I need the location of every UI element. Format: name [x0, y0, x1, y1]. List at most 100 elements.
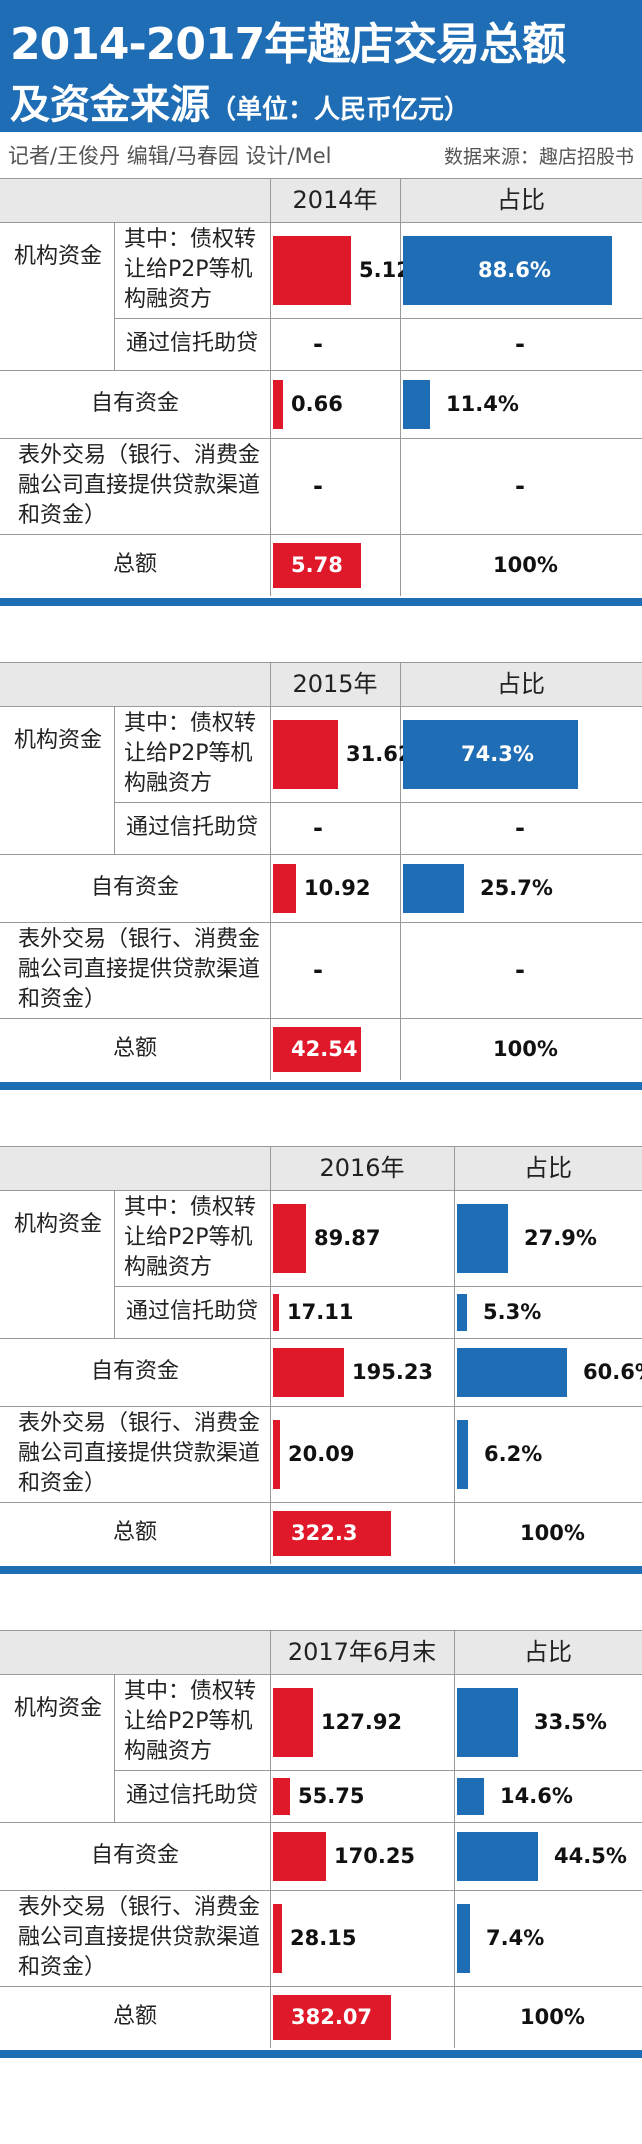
row-label: 其中：债权转让给P2P等机构融资方	[124, 227, 257, 312]
share-value: 6.2%	[484, 1442, 543, 1466]
page-subtitle: 及资金来源（单位：人民币亿元）	[10, 72, 470, 130]
credits: 记者/王俊丹 编辑/马春园 设计/Mel	[8, 144, 332, 168]
row-divider	[0, 854, 642, 855]
amount-value: 20.09	[288, 1442, 355, 1466]
amount-value: 322.3	[291, 1521, 358, 1545]
row-divider	[0, 370, 642, 371]
share-value: 27.9%	[524, 1226, 597, 1250]
amount-bar	[273, 1832, 326, 1881]
institutional-label: 机构资金	[14, 244, 103, 269]
amount-value: 382.07	[291, 2005, 373, 2029]
row-divider	[114, 1286, 642, 1287]
share-value: 5.3%	[483, 1300, 542, 1324]
share-bar	[457, 1294, 467, 1331]
amount-bar	[273, 1294, 279, 1331]
amount-value: 42.54	[291, 1037, 358, 1061]
share-value: 60.6%	[583, 1360, 642, 1384]
amount-bar	[273, 543, 361, 588]
row-label: 表外交易（银行、消费金融公司直接提供贷款渠道和资金）	[18, 1895, 261, 1980]
amount-value: 5.12	[359, 258, 411, 282]
unit-label: （单位：人民币亿元）	[210, 95, 471, 125]
share-value: 88.6%	[478, 258, 551, 282]
row-divider	[114, 318, 642, 319]
share-value: -	[515, 814, 525, 842]
share-value: 74.3%	[461, 742, 534, 766]
share-value: -	[515, 472, 525, 500]
row-label: 总额	[112, 2004, 157, 2030]
row-label: 自有资金	[90, 1359, 179, 1385]
amount-bar	[273, 380, 283, 429]
amount-value: 55.75	[298, 1784, 365, 1808]
share-bar	[457, 1204, 508, 1273]
period-header: 2015年	[292, 669, 378, 698]
amount-bar	[273, 720, 338, 789]
share-value: -	[515, 956, 525, 984]
amount-value: -	[313, 814, 323, 842]
share-value: 33.5%	[534, 1710, 607, 1734]
column-divider	[454, 1146, 455, 1564]
row-divider	[114, 1770, 642, 1771]
share-bar	[403, 236, 612, 305]
column-divider	[114, 706, 115, 854]
row-divider	[0, 1890, 642, 1891]
row-divider	[0, 1986, 642, 1987]
row-divider	[0, 1822, 642, 1823]
column-divider	[270, 1630, 271, 2048]
amount-value: -	[313, 956, 323, 984]
share-value: 100%	[493, 553, 558, 577]
share-header: 占比	[524, 1153, 572, 1182]
share-bar	[457, 1348, 567, 1397]
section-divider-band	[0, 1082, 642, 1090]
column-divider	[114, 222, 115, 370]
amount-value: 195.23	[352, 1360, 434, 1384]
row-divider	[0, 534, 642, 535]
amount-value: 170.25	[334, 1844, 416, 1868]
period-header: 2014年	[292, 185, 378, 214]
amount-value: 5.78	[291, 553, 343, 577]
header-row-bg	[0, 178, 642, 222]
share-bar	[457, 1688, 518, 1757]
column-divider	[114, 1190, 115, 1338]
header-row-bg	[0, 662, 642, 706]
row-divider	[0, 1406, 642, 1407]
row-label: 表外交易（银行、消费金融公司直接提供贷款渠道和资金）	[18, 1411, 261, 1496]
amount-value: -	[313, 472, 323, 500]
share-value: 14.6%	[500, 1784, 573, 1808]
row-divider	[0, 706, 642, 707]
amount-value: 0.66	[291, 392, 343, 416]
row-divider	[0, 1674, 642, 1675]
amount-value: 17.11	[287, 1300, 354, 1324]
row-label: 表外交易（银行、消费金融公司直接提供贷款渠道和资金）	[18, 927, 261, 1012]
amount-value: 28.15	[290, 1926, 357, 1950]
share-bar	[403, 720, 578, 789]
frame-line	[0, 1630, 642, 1631]
share-value: 11.4%	[446, 392, 519, 416]
share-header: 占比	[497, 185, 545, 214]
subtitle-text: 及资金来源	[10, 82, 210, 128]
row-label: 自有资金	[90, 1843, 179, 1869]
row-divider	[0, 1502, 642, 1503]
amount-value: 10.92	[304, 876, 371, 900]
row-label: 总额	[112, 552, 157, 578]
frame-line	[0, 662, 642, 663]
institutional-label: 机构资金	[14, 1212, 103, 1237]
row-label: 总额	[112, 1520, 157, 1546]
amount-bar	[273, 1420, 280, 1489]
column-divider	[270, 1146, 271, 1564]
amount-bar	[273, 1511, 391, 1556]
institutional-label: 机构资金	[14, 1696, 103, 1721]
row-divider	[0, 1018, 642, 1019]
amount-value: 127.92	[321, 1710, 403, 1734]
header-row-bg	[0, 1146, 642, 1190]
amount-value: 31.62	[346, 742, 413, 766]
row-label: 总额	[112, 1036, 157, 1062]
row-label: 自有资金	[90, 875, 179, 901]
row-divider	[0, 438, 642, 439]
row-divider	[114, 802, 642, 803]
column-divider	[400, 178, 401, 596]
section-divider-band	[0, 1566, 642, 1574]
share-value: 100%	[520, 2005, 585, 2029]
amount-value: -	[313, 330, 323, 358]
share-value: 100%	[520, 1521, 585, 1545]
